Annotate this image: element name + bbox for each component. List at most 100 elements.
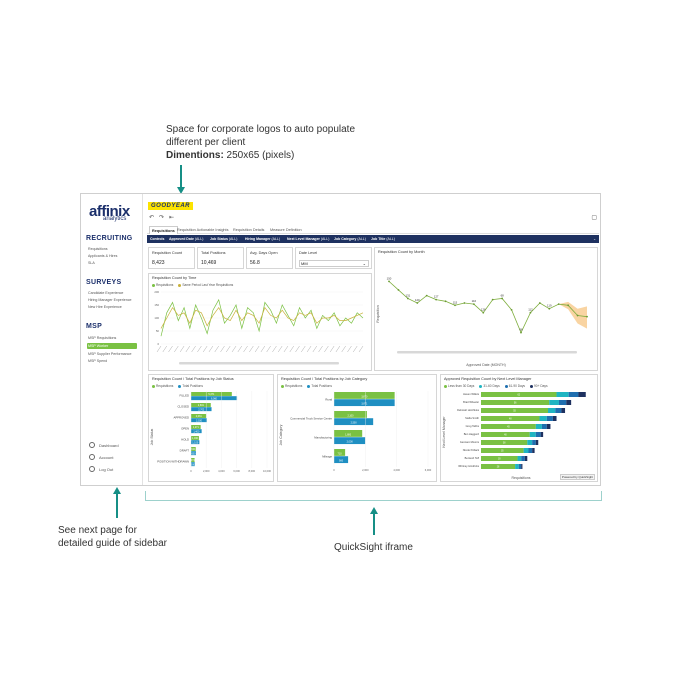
filter-job-category[interactable]: Job Category (ALL): [334, 235, 366, 243]
sidebar-item-msp-supplier-performance[interactable]: MSP Supplier Performance: [88, 352, 132, 356]
sidebar-item-applicants-hires[interactable]: Applicants & Hires: [88, 254, 118, 258]
stacked-bar-value: 30: [498, 459, 501, 461]
tab-requisitions[interactable]: Requisitions: [149, 226, 178, 234]
tab-measure-definition[interactable]: Measure Definition: [270, 228, 302, 232]
legend-lt30[interactable]: Less than 30 Days: [444, 384, 474, 388]
sidebar-item-new-hire-experience[interactable]: New Hire Experience: [88, 305, 122, 309]
manager-legend: Less than 30 Days 31-60 Days 61-90 Days …: [444, 384, 548, 388]
controls-label: Controls: [150, 237, 165, 241]
stacked-bar-segment: [481, 408, 548, 413]
footer-dashboard-label: Dashboard: [99, 442, 119, 448]
stacked-bar-segment: [568, 392, 579, 397]
quicksight-badge: Powered by QuickSight: [559, 474, 595, 480]
sidebar-note-line2: detailed guide of sidebar: [58, 538, 167, 549]
filter-approved-date[interactable]: Approved Date (ALL): [169, 235, 203, 243]
filter-hiring-manager[interactable]: Hiring Manager (ALL): [245, 235, 280, 243]
month-point: [557, 303, 560, 306]
sidebar-item-msp-worker[interactable]: MSP Worker: [87, 343, 137, 349]
footer-account[interactable]: Account: [89, 454, 113, 460]
tab-actionable-insights[interactable]: Requisition Actionable Insights: [177, 228, 229, 232]
filter-next-level-manager-label: Next Level Manager: [287, 237, 320, 241]
stacked-bar-segment: [524, 456, 528, 461]
filter-job-title[interactable]: Job Title (ALL): [371, 235, 395, 243]
bar-value-label: 710: [338, 452, 343, 455]
month-point: [529, 311, 532, 314]
legend-jc-requisitions[interactable]: Requisitions: [281, 384, 302, 388]
legend-31-60[interactable]: 31-60 Days: [479, 384, 500, 388]
reset-icon[interactable]: ⇤: [169, 215, 175, 221]
time-series-last-year: [160, 306, 364, 329]
time-x-tick: [306, 345, 312, 353]
sheet-tabs: Requisitions Requisition Actionable Insi…: [147, 225, 599, 234]
kpi-avg-days-open-value: 56.8: [250, 260, 260, 266]
bar: [334, 411, 367, 418]
filter-job-status[interactable]: Job Status (ALL): [210, 235, 237, 243]
footer-logout[interactable]: Log Out: [89, 466, 113, 472]
legend-js-requisitions[interactable]: Requisitions: [152, 384, 173, 388]
by-month-title: Requisition Count by Month: [378, 250, 425, 254]
footer-dashboard[interactable]: Dashboard: [89, 442, 119, 448]
manager-chart: Next Level Manager Requisitions Haven Wi…: [442, 392, 586, 480]
by-time-title: Requisition Count by Time: [152, 276, 197, 280]
iframe-bracket: [145, 491, 602, 501]
month-point: [416, 302, 419, 304]
manager-name-label: Ben Haggerd: [464, 432, 480, 436]
bar-category-label: DRAFT: [180, 449, 190, 453]
month-point: [397, 289, 400, 291]
stacked-bar-value: 40: [504, 435, 507, 437]
sidebar-item-sla[interactable]: SLA: [88, 261, 95, 265]
bar-tick-label: 0: [190, 469, 192, 473]
time-x-tick: [231, 345, 237, 353]
manager-name-label: Bentesh Teff: [465, 456, 480, 460]
sidebar-item-candidate-experience[interactable]: Candidate Experience: [88, 291, 124, 295]
legend-same-period[interactable]: Same Period Last Year Requisitions: [178, 283, 233, 287]
bar: [191, 462, 195, 467]
tab-requisition-details[interactable]: Requisition Details: [233, 228, 265, 232]
filter-next-level-manager[interactable]: Next Level Manager (ALL): [287, 235, 329, 243]
stacked-bar-segment: [481, 448, 524, 453]
section-surveys: SURVEYS: [86, 279, 122, 286]
sidebar-item-msp-requisitions[interactable]: MSP Requisitions: [88, 336, 117, 340]
stacked-bar-segment: [532, 448, 535, 453]
sidebar-item-hiring-manager-experience[interactable]: Hiring Manager Experience: [88, 298, 132, 302]
bar-category-label: Manufacturing: [314, 436, 332, 440]
legend-requisitions[interactable]: Requisitions: [152, 283, 173, 287]
undo-icon[interactable]: ↶: [149, 215, 155, 221]
sidebar: affinix analytics RECRUITING Requisition…: [81, 194, 143, 485]
legend-jc-positions[interactable]: Total Positions: [307, 384, 332, 388]
bar: [334, 392, 395, 399]
date-level-select[interactable]: MM ⌄: [299, 260, 369, 267]
share-icon[interactable]: ▢: [591, 215, 597, 221]
collapse-controls-icon[interactable]: ⌄: [593, 237, 596, 241]
time-x-tick: [347, 345, 352, 353]
bar: [334, 418, 374, 426]
bar-tick-label: 2,000: [203, 469, 210, 473]
sidebar-item-requisitions[interactable]: Requisitions: [88, 247, 108, 251]
month-data-label: 66: [519, 328, 523, 332]
bar-category-label: APPROVED: [173, 416, 189, 420]
time-tick-label: 50: [156, 329, 160, 333]
by-month-ylabel: Requisition: [376, 305, 380, 322]
month-point: [463, 302, 466, 304]
time-x-tick: [174, 345, 179, 353]
stacked-bar-value: 62: [517, 395, 520, 397]
time-x-tick: [254, 345, 260, 353]
filter-next-level-manager-value: (ALL): [320, 237, 330, 241]
bar-value-label: 5,371: [208, 393, 215, 396]
legend-61-90-label: 61-90 Days: [508, 384, 526, 388]
sidebar-item-msp-spend[interactable]: MSP Spend: [88, 359, 108, 363]
legend-90plus[interactable]: 90+ Days: [530, 384, 548, 388]
legend-js-positions[interactable]: Total Positions: [178, 384, 203, 388]
time-x-tick: [353, 345, 358, 353]
bar: [191, 436, 199, 440]
bar-category-label: OPEN: [181, 427, 189, 431]
bar-value-label: 900: [339, 460, 344, 463]
by-time-legend: Requisitions Same Period Last Year Requi…: [152, 283, 233, 287]
kpi-date-level[interactable]: Date Level MM ⌄: [295, 247, 372, 269]
month-data-label: 126: [481, 308, 486, 312]
month-point: [538, 302, 541, 304]
legend-lt30-label: Less than 30 Days: [448, 384, 475, 388]
redo-icon[interactable]: ↷: [159, 215, 165, 221]
month-point: [444, 300, 447, 303]
legend-61-90[interactable]: 61-90 Days: [504, 384, 526, 388]
